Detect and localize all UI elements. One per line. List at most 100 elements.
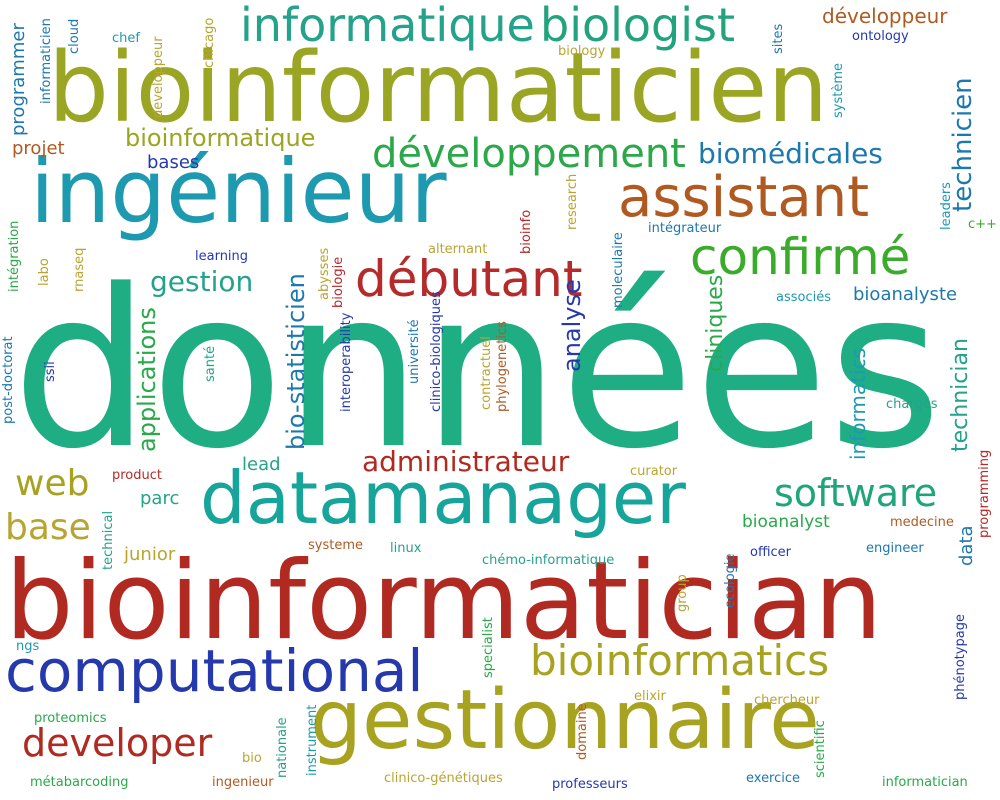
- word-contractuel: contractuel: [479, 336, 494, 410]
- word-debutant: débutant: [355, 250, 583, 308]
- word-bioanalyste: bioanalyste: [853, 284, 958, 305]
- word-biologist: biologist: [540, 0, 736, 52]
- word-clinico-biologiques: clinico-biologiques: [429, 291, 444, 412]
- word-data: data: [956, 525, 977, 566]
- word-group: group: [675, 574, 690, 612]
- word-ingenieur: ingénieur: [30, 140, 447, 243]
- word-exercice: exercice: [746, 771, 801, 786]
- word-bioinformaticien: bioinformaticien: [48, 32, 829, 144]
- word-bioinfo: bioinfo: [519, 209, 534, 254]
- word-bio: bio: [242, 751, 262, 766]
- word-engineer: engineer: [866, 541, 924, 556]
- word-chef: chef: [112, 31, 140, 46]
- word-biologie: biologie: [331, 256, 346, 308]
- word-junior: junior: [124, 544, 176, 565]
- word-associes: associés: [776, 290, 831, 305]
- word-software: software: [774, 471, 938, 515]
- word-programming: programming: [977, 449, 992, 538]
- word-post-doctorat: post-doctorat: [1, 336, 16, 424]
- word-scientific: scientific: [813, 720, 828, 778]
- word-web: web: [15, 463, 90, 504]
- word-professeurs: professeurs: [552, 777, 628, 792]
- word-learning: learning: [195, 249, 249, 264]
- word-informatics: informatics: [846, 348, 870, 460]
- word-developpeur: développeur: [822, 4, 948, 28]
- word-developer: developer: [22, 721, 213, 765]
- word-cplusplus: c++: [968, 217, 997, 232]
- word-gestionnaire: gestionnaire: [310, 673, 820, 768]
- word-bioanalyst: bioanalyst: [742, 512, 830, 532]
- word-metabarcoding: métabarcoding: [30, 775, 129, 790]
- word-curator: curator: [630, 464, 678, 479]
- word-ngs: ngs: [16, 639, 40, 654]
- word-abysses: abysses: [317, 247, 332, 300]
- word-projet: projet: [12, 138, 65, 159]
- word-confirme: confirmé: [690, 228, 911, 286]
- word-domaine: domaine: [575, 703, 590, 760]
- word-research: research: [565, 173, 580, 230]
- word-bioinformatique: bioinformatique: [125, 124, 316, 152]
- word-interoperability: interoperability: [339, 312, 354, 412]
- word-officer: officer: [750, 545, 792, 560]
- word-universite: université: [407, 319, 422, 384]
- word-chicago: chicago: [202, 17, 217, 68]
- word-assistant: assistant: [618, 165, 870, 230]
- word-developpement: développement: [372, 131, 686, 177]
- word-ingenieur: ingenieur: [212, 775, 274, 790]
- word-biology: biology: [558, 44, 606, 59]
- word-phylogenetics: phylogenetics: [495, 321, 510, 412]
- word-nationale: nationale: [275, 717, 290, 778]
- word-programmer: programmer: [8, 23, 29, 136]
- word-ssii: ssii: [43, 361, 58, 382]
- word-cloud: cloud: [67, 18, 82, 54]
- word-bioinformatics: bioinformatics: [530, 636, 830, 685]
- word-lead: lead: [242, 454, 281, 475]
- word-integrateur: intégrateur: [648, 221, 722, 236]
- word-sante: santé: [203, 345, 218, 382]
- word-bio-statisticien: bio-statisticien: [282, 273, 310, 450]
- word-ontology: ontology: [852, 29, 909, 44]
- word-elixir: elixir: [634, 689, 666, 704]
- word-donnees: données: [12, 244, 942, 497]
- word-sites: sites: [771, 23, 786, 54]
- word-alternant: alternant: [428, 242, 488, 257]
- word-proteomics: proteomics: [34, 711, 107, 726]
- word-technical: technical: [101, 510, 116, 570]
- word-labo: labo: [37, 258, 52, 286]
- word-rnaseq: rnaseq: [72, 247, 87, 292]
- word-base: base: [5, 507, 91, 548]
- word-systeme: systeme: [308, 538, 363, 553]
- word-informaticien: informaticien: [39, 18, 54, 104]
- word-bases: bases: [147, 152, 200, 173]
- word-clinico-genetiques: clinico-génétiques: [384, 771, 503, 786]
- word-analyse: analyse: [558, 279, 586, 372]
- word-cliniques: cliniques: [703, 274, 728, 372]
- word-instrument: instrument: [305, 704, 320, 776]
- word-ecologie: ecologie: [723, 553, 738, 608]
- word-charges: chargés: [886, 397, 938, 412]
- word-bioinformatician: bioinformatician: [5, 539, 883, 664]
- word-linux: linux: [390, 541, 422, 556]
- word-leaders: leaders: [939, 182, 954, 230]
- word-technician: technician: [948, 338, 973, 452]
- word-chemo-informatique: chémo-informatique: [482, 553, 615, 568]
- word-parc: parc: [140, 488, 180, 509]
- word-gestion: gestion: [150, 265, 254, 298]
- word-administrateur: administrateur: [362, 445, 570, 478]
- word-integration: intégration: [7, 220, 22, 292]
- word-developpeur: developpeur: [151, 36, 166, 118]
- word-medecine: medecine: [890, 515, 954, 530]
- word-informatician: informatician: [882, 775, 968, 790]
- word-applications: applications: [133, 307, 161, 452]
- word-specialist: specialist: [481, 617, 496, 678]
- word-phenotypage: phénotypage: [953, 614, 968, 700]
- word-product: product: [112, 468, 163, 483]
- word-datamanager: datamanager: [200, 456, 686, 540]
- word-informatique: informatique: [240, 0, 535, 52]
- word-chercheur: chercheur: [754, 693, 820, 708]
- word-moleculaire: moleculaire: [611, 232, 626, 308]
- word-computational: computational: [5, 637, 424, 705]
- word-biomedicales: biomédicales: [698, 137, 883, 170]
- word-systeme: système: [831, 63, 846, 118]
